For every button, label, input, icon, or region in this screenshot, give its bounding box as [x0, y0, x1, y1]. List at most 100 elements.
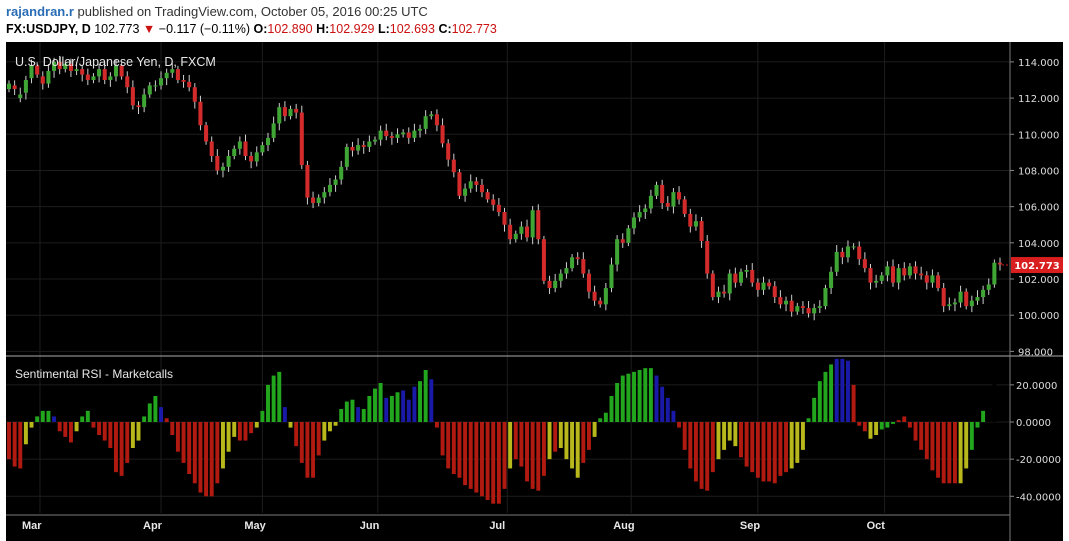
rsi-bar	[936, 422, 941, 478]
candle-body	[220, 166, 225, 171]
rsi-bar	[170, 422, 175, 435]
rsi-bar	[907, 422, 912, 428]
candle-body	[215, 155, 220, 171]
rsi-bar	[581, 422, 586, 463]
candle-body	[457, 172, 462, 196]
rsi-bar	[80, 416, 85, 422]
rsi-bar	[891, 422, 895, 424]
rsi-bar	[739, 422, 743, 458]
rsi-bar	[789, 422, 794, 469]
candle-body	[226, 155, 231, 167]
rsi-bar	[339, 409, 344, 422]
rsi-bar	[474, 422, 479, 493]
candle-body	[311, 197, 316, 204]
open-value: 102.890	[267, 22, 313, 36]
rsi-bar	[947, 422, 952, 484]
rsi-bar	[463, 422, 468, 486]
rsi-bar	[705, 422, 710, 491]
rsi-bar	[159, 407, 163, 422]
candle-body	[198, 101, 203, 126]
candle-body	[401, 132, 406, 135]
rsi-bar	[536, 422, 541, 491]
candle-body	[609, 264, 614, 289]
rsi-bar	[570, 422, 575, 469]
rsi-bar	[440, 422, 445, 456]
rsi-bar	[12, 422, 17, 467]
rsi-bar	[508, 422, 513, 469]
rsi-axis-label: -40.0000	[1016, 492, 1061, 503]
rsi-bar	[755, 422, 760, 478]
rsi-bar	[665, 397, 670, 422]
rsi-bar	[198, 422, 203, 493]
high-value: 102.929	[329, 22, 375, 36]
candle-body	[795, 306, 800, 312]
rsi-bar	[744, 422, 749, 467]
candle-body	[474, 181, 479, 185]
rsi-bar	[547, 422, 552, 460]
rsi-bar	[74, 422, 79, 432]
rsi-bar	[468, 422, 473, 489]
candle-body	[463, 188, 468, 196]
candle-body	[541, 239, 546, 281]
candle-body	[840, 251, 845, 258]
candle-body	[485, 192, 490, 200]
rsi-bar	[322, 422, 327, 441]
rsi-bar	[52, 416, 57, 422]
rsi-bar	[108, 422, 113, 448]
symbol-label: FX:USDJPY, D	[6, 22, 91, 36]
candle-body	[733, 273, 738, 283]
candle-body	[997, 262, 1003, 265]
candle-body	[6, 83, 12, 90]
rsi-bar	[480, 422, 484, 497]
candle-body	[305, 165, 310, 198]
rsi-bar	[846, 360, 850, 422]
candle-body	[147, 85, 152, 95]
candle-body	[418, 128, 423, 131]
rsi-bar	[333, 422, 338, 426]
rsi-bar	[969, 422, 974, 450]
current-price-badge	[1011, 257, 1063, 274]
candle-body	[857, 246, 862, 260]
current-price-label: 102.773	[1014, 261, 1060, 272]
rsi-bar	[626, 373, 631, 422]
rsi-bar	[102, 422, 107, 441]
rsi-bar	[682, 422, 687, 450]
rsi-bar	[164, 418, 169, 422]
candle-body	[947, 304, 952, 307]
candle-body	[829, 271, 834, 289]
candle-body	[823, 288, 828, 307]
candle-body	[519, 226, 524, 234]
chart-area[interactable]: 114.000 112.000 110.000 108.000 106.000 104.0…	[0, 42, 1069, 541]
rsi-bar	[237, 422, 242, 441]
candle-body	[412, 130, 417, 138]
rsi-bar	[598, 418, 603, 422]
candle-body	[299, 112, 304, 166]
author-link[interactable]: rajandran.r	[6, 4, 74, 19]
candle-body	[885, 266, 890, 276]
candle-body	[108, 76, 113, 80]
rsi-bar	[564, 422, 569, 460]
rsi-bar	[924, 422, 929, 460]
candle-body	[192, 87, 197, 102]
candle-body	[654, 184, 659, 196]
close-value: 102.773	[451, 22, 497, 36]
price-axis-label: 110.000	[1018, 130, 1059, 141]
candle-body	[254, 152, 259, 162]
rsi-bar	[35, 416, 40, 422]
candle-body	[97, 69, 102, 77]
rsi-bar	[361, 409, 366, 422]
candle-body	[333, 179, 338, 185]
candle-body	[969, 300, 974, 307]
open-label: O:	[253, 22, 268, 36]
symbol-quote-line: FX:USDJPY, D 102.773 ▼ −0.117 (−0.11%) O…	[6, 22, 497, 36]
candle-body	[277, 107, 282, 124]
candle-body	[800, 306, 805, 308]
price-axis-label: 108.000	[1018, 166, 1059, 177]
rsi-axis-label: -20.0000	[1016, 455, 1061, 466]
rsi-bar	[885, 422, 890, 428]
candle-body	[479, 184, 485, 193]
rsi-bar	[496, 422, 501, 504]
rsi-bar	[879, 422, 884, 430]
rsi-bar	[91, 422, 96, 428]
rsi-bar	[220, 422, 225, 469]
